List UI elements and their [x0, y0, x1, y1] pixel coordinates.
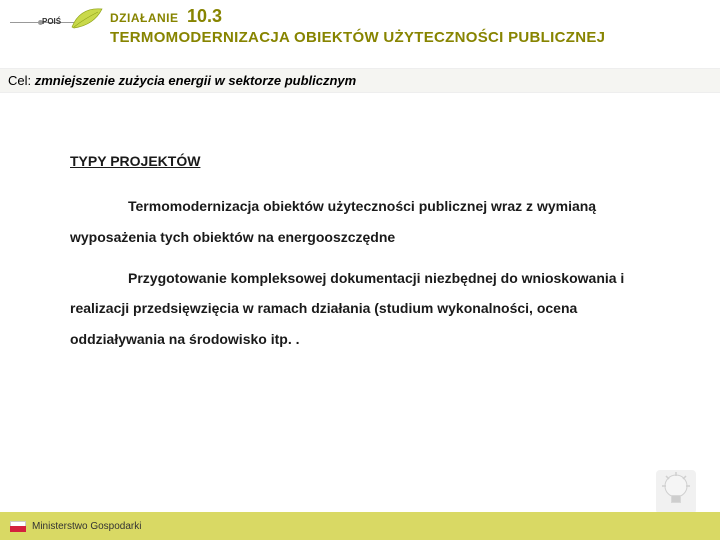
dzialanie-label: DZIAŁANIE: [110, 11, 179, 25]
pois-label: POIŚ: [42, 17, 61, 26]
goal-bar: Cel: zmniejszenie zużycia energii w sekt…: [0, 68, 720, 93]
goal-label: Cel:: [8, 73, 35, 88]
paragraph-2: Przygotowanie kompleksowej dokumentacji …: [70, 263, 670, 355]
paragraph-1: Termomodernizacja obiektów użyteczności …: [70, 191, 670, 253]
title-block: DZIAŁANIE 10.3 TERMOMODERNIZACJA OBIEKTÓ…: [110, 6, 605, 46]
goal-text: zmniejszenie zużycia energii w sektorze …: [35, 73, 357, 88]
body-text: Termomodernizacja obiektów użyteczności …: [70, 191, 670, 355]
poland-flag-icon: [10, 521, 26, 532]
footer: Ministerstwo Gospodarki: [0, 512, 720, 540]
dzialanie-line: DZIAŁANIE 10.3: [110, 6, 605, 27]
main-title: TERMOMODERNIZACJA OBIEKTÓW UŻYTECZNOŚCI …: [110, 29, 605, 46]
content: TYPY PROJEKTÓW Termomodernizacja obiektó…: [0, 93, 720, 355]
section-title: TYPY PROJEKTÓW: [70, 153, 670, 169]
leaf-logo-icon: [70, 5, 106, 36]
dzialanie-number: 10.3: [187, 6, 222, 26]
header: POIŚ DZIAŁANIE 10.3 TERMOMODERNIZACJA OB…: [0, 0, 720, 68]
footer-ministry: Ministerstwo Gospodarki: [32, 521, 141, 532]
